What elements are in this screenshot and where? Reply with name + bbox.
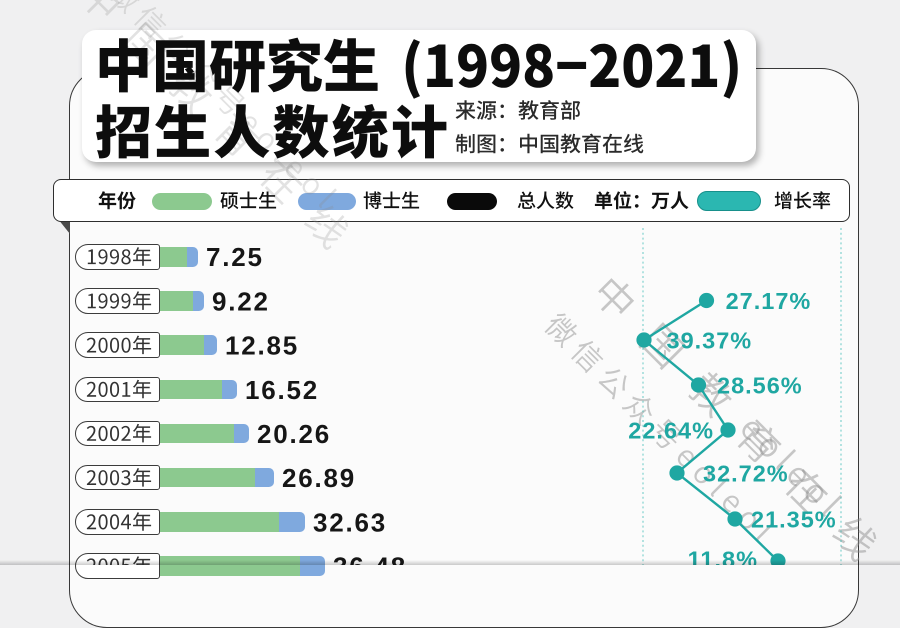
svg-text:9.22: 9.22 <box>212 286 270 316</box>
svg-text:7.25: 7.25 <box>206 242 264 272</box>
svg-text:12.85: 12.85 <box>225 331 299 361</box>
svg-text:39.37%: 39.37% <box>667 328 753 354</box>
svg-text:28.56%: 28.56% <box>717 373 803 399</box>
svg-text:32.63: 32.63 <box>313 507 387 537</box>
svg-text:21.35%: 21.35% <box>751 507 837 533</box>
svg-text:26.89: 26.89 <box>282 463 356 493</box>
svg-text:32.72%: 32.72% <box>703 461 789 487</box>
svg-text:27.17%: 27.17% <box>726 288 812 314</box>
svg-text:22.64%: 22.64% <box>628 418 714 444</box>
svg-text:20.26: 20.26 <box>257 419 331 449</box>
svg-text:11.8%: 11.8% <box>688 547 758 565</box>
svg-text:36.48: 36.48 <box>333 551 407 565</box>
svg-text:16.52: 16.52 <box>245 375 319 405</box>
